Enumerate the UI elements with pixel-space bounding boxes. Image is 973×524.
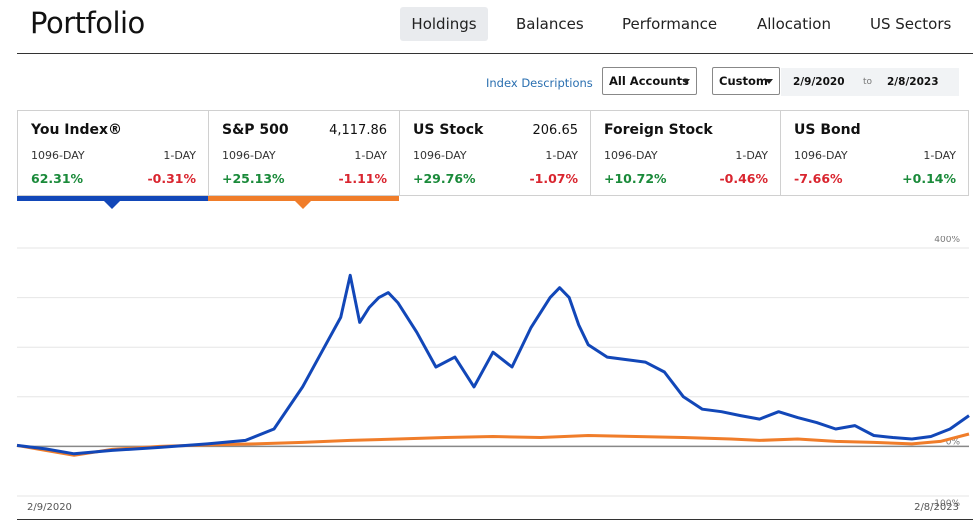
card-day-change: -1.11%	[338, 171, 387, 186]
tab-performance[interactable]: Performance	[622, 15, 718, 33]
x-tick-label: 2/9/2020	[27, 502, 72, 513]
card-you-index[interactable]: You Index® 1096-DAY 1-DAY 62.31% -0.31%	[18, 111, 209, 195]
card-day-change: -0.31%	[147, 171, 196, 186]
card-period-change: 62.31%	[31, 171, 84, 186]
card-day-label: 1-DAY	[735, 149, 768, 162]
end-date-input[interactable]: 2/8/2023	[887, 76, 939, 88]
accounts-select[interactable]: All Accounts	[602, 67, 697, 95]
card-day-label: 1-DAY	[923, 149, 956, 162]
card-day-change: +0.14%	[902, 171, 956, 186]
chevron-down-icon	[682, 79, 690, 84]
card-name: US Bond	[794, 122, 861, 138]
accounts-select-value: All Accounts	[609, 74, 689, 88]
card-period: 1096-DAY	[31, 149, 85, 162]
card-period-change: +29.76%	[413, 171, 476, 186]
card-period: 1096-DAY	[794, 149, 848, 162]
you-index-selected-bar	[17, 196, 208, 201]
card-value: 4,117.86	[329, 123, 387, 138]
to-label: to	[863, 77, 873, 87]
card-day-change: -1.07%	[529, 171, 578, 186]
card-period: 1096-DAY	[222, 149, 276, 162]
range-select-value: Custom	[719, 74, 768, 88]
y-tick-label: -100%	[931, 499, 960, 509]
x-tick-label: 2/8/2023	[914, 502, 959, 513]
card-period-change: -7.66%	[794, 171, 843, 186]
series-line-you-index	[16, 273, 970, 456]
sp500-selected-bar	[208, 196, 399, 201]
footer-divider	[17, 519, 973, 520]
y-tick-label: 0%	[946, 437, 961, 447]
range-select[interactable]: Custom	[712, 67, 780, 95]
card-period: 1096-DAY	[604, 149, 658, 162]
portfolio-nav: Holdings Balances Performance Allocation…	[400, 7, 973, 41]
card-day-label: 1-DAY	[545, 149, 578, 162]
card-name: US Stock	[413, 122, 484, 138]
card-period-change: +25.13%	[222, 171, 285, 186]
page-title: Portfolio	[30, 6, 145, 40]
card-day-change: -0.46%	[719, 171, 768, 186]
card-name: S&P 500	[222, 122, 289, 138]
header-divider	[17, 53, 973, 54]
series-line-sp500	[16, 432, 970, 457]
tab-balances[interactable]: Balances	[516, 15, 584, 33]
y-tick-label: 400%	[934, 236, 960, 245]
card-name: Foreign Stock	[604, 122, 713, 138]
card-us-bond[interactable]: US Bond 1096-DAY 1-DAY -7.66% +0.14%	[781, 111, 968, 195]
card-foreign-stock[interactable]: Foreign Stock 1096-DAY 1-DAY +10.72% -0.…	[591, 111, 781, 195]
you-index-pointer	[103, 200, 121, 209]
start-date-input[interactable]: 2/9/2020	[793, 76, 845, 88]
chevron-down-icon	[765, 79, 773, 84]
index-descriptions-link[interactable]: Index Descriptions	[486, 76, 593, 90]
card-day-label: 1-DAY	[354, 149, 387, 162]
tab-holdings[interactable]: Holdings	[400, 7, 488, 41]
card-day-label: 1-DAY	[163, 149, 196, 162]
date-range: 2/9/2020 to 2/8/2023	[781, 68, 959, 96]
card-period-change: +10.72%	[604, 171, 667, 186]
performance-chart: 400% 0% -100% 2/9/2020 2/8/2023	[16, 236, 970, 513]
index-cards: You Index® 1096-DAY 1-DAY 62.31% -0.31% …	[17, 110, 969, 196]
card-sp500[interactable]: S&P 500 4,117.86 1096-DAY 1-DAY +25.13% …	[209, 111, 400, 195]
tab-us-sectors[interactable]: US Sectors	[870, 15, 952, 33]
tab-allocation[interactable]: Allocation	[757, 15, 831, 33]
card-value: 206.65	[532, 123, 579, 138]
sp500-pointer	[294, 200, 312, 209]
card-period: 1096-DAY	[413, 149, 467, 162]
card-name: You Index®	[31, 122, 123, 138]
card-us-stock[interactable]: US Stock 206.65 1096-DAY 1-DAY +29.76% -…	[400, 111, 591, 195]
